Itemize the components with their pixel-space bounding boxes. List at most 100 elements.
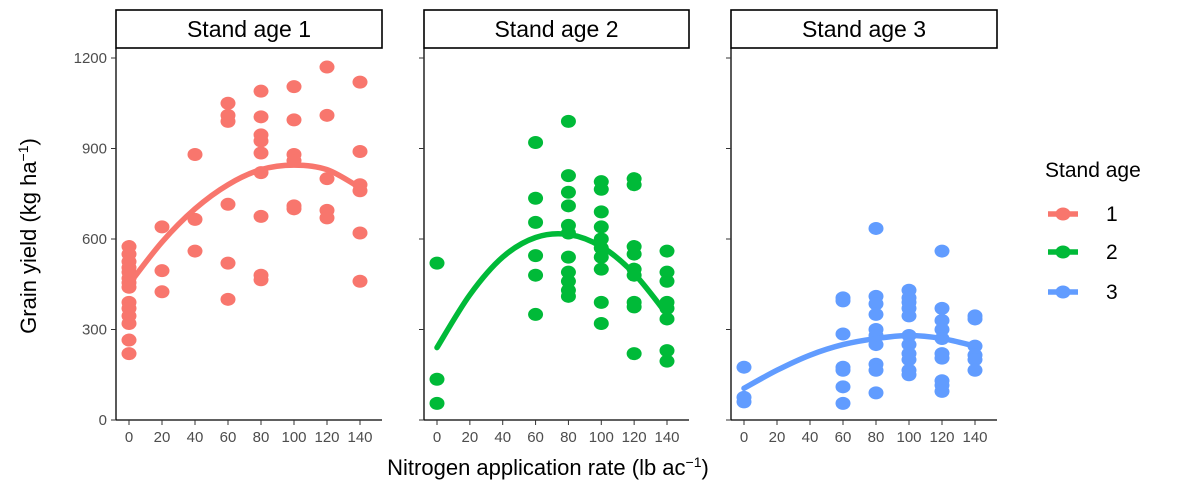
data-point [626, 300, 642, 314]
data-point [220, 292, 236, 306]
facet-strip [730, 9, 998, 49]
data-point [560, 250, 576, 264]
data-point [593, 205, 609, 219]
x-tick-label: 140 [962, 429, 987, 446]
y-axis-title: Grain yield (kg ha−1) [15, 138, 41, 334]
data-point [154, 264, 170, 278]
data-point [528, 191, 544, 205]
data-point [659, 244, 675, 258]
x-tick-label: 0 [433, 429, 441, 446]
x-tick-label: 80 [868, 429, 885, 446]
data-point [220, 114, 236, 128]
data-point [659, 265, 675, 279]
data-point [835, 380, 851, 394]
data-point [835, 294, 851, 308]
data-point [352, 274, 368, 288]
x-tick-label: 120 [622, 429, 647, 446]
legend-entry: 1 [1048, 203, 1118, 226]
legend-entry: 2 [1048, 241, 1118, 264]
data-point [429, 372, 445, 386]
facets: Stand age 10 20 40 60 80 100 120 14003006009001… [74, 9, 998, 446]
facet-strip-label: Stand age 3 [802, 16, 926, 42]
x-tick-label: 60 [220, 429, 237, 446]
x-tick-label: 80 [253, 429, 270, 446]
data-point [220, 256, 236, 270]
data-point [220, 96, 236, 110]
data-point [429, 396, 445, 410]
data-point [659, 312, 675, 326]
data-point [121, 280, 137, 294]
data-point [429, 256, 445, 270]
data-point [560, 199, 576, 213]
data-point [626, 347, 642, 361]
data-point [659, 344, 675, 358]
data-point [835, 363, 851, 377]
x-tick-label: 20 [462, 429, 479, 446]
data-point [319, 172, 335, 186]
x-tick-label: 100 [896, 429, 921, 446]
fitted-curve [126, 162, 363, 287]
data-point [121, 347, 137, 361]
x-tick-label: 0 [740, 429, 748, 446]
data-point [835, 396, 851, 410]
data-point [593, 220, 609, 234]
data-point [253, 146, 269, 160]
y-tick-label: 900 [82, 141, 107, 158]
facet-strip [423, 9, 690, 49]
y-tick-label: 0 [99, 412, 107, 429]
facet-panel-3: Stand age 3 0 20 40 60 80 100 120 140 [726, 9, 998, 446]
fitted-curve [434, 231, 670, 351]
legend-title: Stand age [1045, 159, 1141, 182]
data-point [868, 386, 884, 400]
facet-strip-label: Stand age 2 [494, 16, 618, 42]
fitted-curve [741, 332, 978, 392]
data-point [736, 360, 752, 374]
y-tick-label: 1200 [74, 50, 107, 67]
data-point [967, 363, 983, 377]
data-point [934, 384, 950, 398]
data-point [901, 338, 917, 352]
data-point [835, 327, 851, 341]
x-tick-label: 60 [527, 429, 544, 446]
data-point [868, 297, 884, 311]
data-point [154, 220, 170, 234]
facet-strip [115, 9, 383, 49]
data-point [154, 285, 170, 299]
data-point [560, 274, 576, 288]
data-point [121, 333, 137, 347]
legend-entries: 1 2 3 [1048, 203, 1118, 304]
legend-key-point [1055, 207, 1071, 221]
x-tick-label: 40 [187, 429, 204, 446]
x-axis-title: Nitrogen application rate (lb ac−1) [387, 454, 709, 480]
data-point [560, 114, 576, 128]
data-points [736, 221, 983, 410]
data-point [934, 244, 950, 258]
x-tick-label: 100 [589, 429, 614, 446]
data-point [901, 309, 917, 323]
data-point [593, 316, 609, 330]
data-point [626, 178, 642, 192]
data-point [560, 169, 576, 183]
x-tick-label: 20 [769, 429, 786, 446]
data-point [286, 202, 302, 216]
data-points [121, 60, 368, 361]
data-point [528, 215, 544, 229]
data-point [934, 323, 950, 336]
x-tick-label: 40 [802, 429, 819, 446]
data-point [868, 221, 884, 235]
data-point [967, 353, 983, 367]
x-tick-label: 140 [654, 429, 679, 446]
data-point [593, 250, 609, 264]
legend-entry: 3 [1048, 281, 1118, 304]
data-point [593, 295, 609, 309]
legend-key-point [1055, 285, 1071, 299]
data-point [967, 312, 983, 326]
data-point [901, 353, 917, 367]
data-point [319, 108, 335, 122]
data-point [220, 197, 236, 211]
data-point [319, 211, 335, 225]
legend: Stand age 1 2 3 [1045, 159, 1141, 304]
x-tick-label: 40 [494, 429, 511, 446]
data-point [352, 145, 368, 159]
facet-panel-1: Stand age 1 0 20 40 60 80 100 120 140 0 300 600 900 1… [74, 9, 383, 446]
